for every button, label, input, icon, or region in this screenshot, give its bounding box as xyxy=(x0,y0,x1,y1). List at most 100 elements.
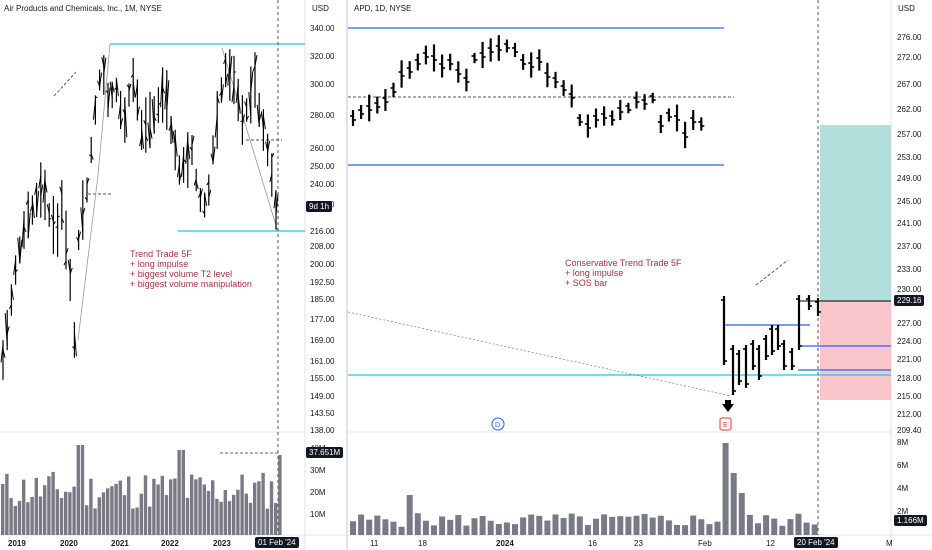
note-line: + long impulse xyxy=(565,268,624,278)
price-bar-open xyxy=(97,80,101,88)
volume-bar xyxy=(414,513,421,535)
pane-divider[interactable] xyxy=(346,0,348,550)
volume-bar xyxy=(382,519,389,535)
price-bar-open xyxy=(160,70,164,108)
volume-bar xyxy=(568,513,575,535)
volume-bar xyxy=(206,491,211,535)
price-bar-open xyxy=(50,214,54,222)
price-bar-close xyxy=(158,102,161,106)
price-bar-close xyxy=(258,113,262,121)
daily-volume-badge: 1.166M xyxy=(894,515,927,526)
price-bar-open xyxy=(244,101,248,108)
volume-bar xyxy=(47,476,51,535)
volume-bar xyxy=(795,513,802,535)
price-bar-open xyxy=(29,204,33,212)
daily-price-badge: 229.16 xyxy=(894,295,925,306)
price-bar-open xyxy=(172,131,176,146)
volume-tick-label: 10M xyxy=(310,510,326,519)
volume-bar xyxy=(512,524,518,535)
price-tick-label: 340.00 xyxy=(310,24,335,33)
price-tick-label: 241.00 xyxy=(897,219,922,228)
volume-bar xyxy=(601,514,608,535)
volume-bar xyxy=(152,478,156,535)
volume-bar xyxy=(9,498,13,535)
price-tick-label: 320.00 xyxy=(310,52,335,61)
price-tick-label: 250.00 xyxy=(310,162,335,171)
price-bar-open xyxy=(105,90,109,94)
price-bar-open xyxy=(210,153,214,162)
monthly-currency-label: USD xyxy=(312,4,329,13)
price-bar-open xyxy=(101,57,105,67)
daily-currency-label: USD xyxy=(898,4,915,13)
price-tick-label: 267.00 xyxy=(897,80,922,89)
price-bar-open xyxy=(252,65,256,72)
price-bar-open xyxy=(0,344,4,363)
volume-bar xyxy=(278,455,282,535)
volume-bar xyxy=(173,478,177,535)
time-tick-label: 2021 xyxy=(111,539,129,548)
price-tick-label: 224.00 xyxy=(897,337,922,346)
volume-bar xyxy=(156,484,160,535)
daily-price-chart[interactable]: 276.00 272.00 267.00 262.00 257.00 253.00 249.… xyxy=(348,0,932,550)
dividend-marker-icon xyxy=(491,417,505,431)
note-line: + biggest volume manipulation xyxy=(130,279,252,289)
price-tick-label: 177.00 xyxy=(310,315,335,324)
price-bar-close xyxy=(229,55,233,80)
price-bar-open xyxy=(164,79,168,110)
volume-bar xyxy=(143,475,148,535)
volume-bar xyxy=(43,485,47,535)
price-bar-close xyxy=(27,212,31,238)
time-tick-label: 2023 xyxy=(213,539,231,548)
price-bar-close xyxy=(246,115,250,121)
price-bar-close xyxy=(65,248,69,255)
volume-bar xyxy=(730,473,737,535)
price-bar-open xyxy=(156,113,159,116)
price-bar-close xyxy=(212,146,216,164)
price-tick-label: 276.00 xyxy=(897,33,922,42)
volume-bar xyxy=(265,508,269,535)
note-line: + biggest volume T2 level xyxy=(130,269,233,279)
volume-bar xyxy=(560,518,567,535)
price-tick-label: 257.00 xyxy=(897,130,922,139)
price-tick-label: 227.00 xyxy=(897,319,922,328)
price-bar-open xyxy=(59,186,63,194)
price-bar-close xyxy=(208,189,212,198)
price-bar-close xyxy=(191,135,195,146)
monthly-price-chart[interactable]: 340.00 320.00 300.00 280.00 260.00 250.00 240.… xyxy=(0,0,346,550)
price-bar-open xyxy=(42,176,46,203)
volume-bar xyxy=(114,483,118,535)
price-bar-close xyxy=(15,269,18,273)
price-bar-open xyxy=(13,259,17,276)
volume-bar xyxy=(244,493,248,535)
volume-bar xyxy=(68,492,72,535)
monthly-chart-pane[interactable]: Air Products and Chemicals, Inc., 1M, NY… xyxy=(0,0,346,550)
price-bar-close xyxy=(241,114,245,126)
price-tick-label: 249.00 xyxy=(897,174,922,183)
volume-bar xyxy=(544,520,551,535)
daily-chart-pane[interactable]: APD, 1D, NYSE USD 276.00 272.00 267.00 262.… xyxy=(348,0,932,550)
price-bar-close xyxy=(145,136,149,142)
volume-bar xyxy=(93,508,97,535)
price-bar-close xyxy=(220,84,224,102)
volume-bar xyxy=(127,476,131,535)
volume-tick-label: 4M xyxy=(897,484,908,493)
volume-bar xyxy=(139,493,143,535)
price-bar-close xyxy=(162,87,166,94)
volume-bar xyxy=(358,514,365,535)
volume-bar xyxy=(261,472,265,535)
price-bar-close xyxy=(174,137,178,157)
price-bar-open xyxy=(130,74,134,78)
time-tick-label: 16 xyxy=(588,539,597,548)
volume-bar xyxy=(698,519,705,535)
volume-bar xyxy=(51,471,55,535)
volume-bar xyxy=(617,516,624,535)
volume-bar xyxy=(641,513,648,535)
note-line: Conservative Trend Trade 5F xyxy=(565,258,682,268)
price-bar-open xyxy=(63,260,67,266)
price-bar-close xyxy=(141,128,145,149)
price-bar-close xyxy=(153,116,157,121)
volume-bar xyxy=(584,525,591,535)
price-bar-close xyxy=(111,83,115,93)
price-tick-label: 240.00 xyxy=(310,180,335,189)
volume-bar xyxy=(787,519,794,535)
